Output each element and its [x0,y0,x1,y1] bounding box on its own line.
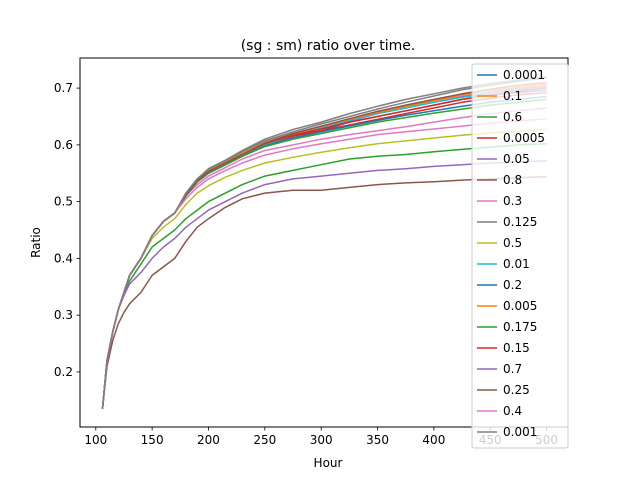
legend-label-13: 0.15 [503,341,530,355]
x-tick-label-4: 300 [310,433,333,447]
legend-label-17: 0.001 [503,425,537,439]
y-tick-label-3: 0.5 [54,195,73,209]
chart-title: (sg : sm) ratio over time. [241,38,416,54]
x-tick-label-6: 400 [422,433,445,447]
legend-label-12: 0.175 [503,320,537,334]
series-layer [101,75,547,409]
legend-label-9: 0.01 [503,257,530,271]
y-axis-label: Ratio [29,227,43,258]
x-tick-label-3: 250 [253,433,276,447]
x-tick-label-2: 200 [197,433,220,447]
legend-label-11: 0.005 [503,299,537,313]
legend-label-3: 0.0005 [503,131,545,145]
x-tick-label-1: 150 [141,433,164,447]
x-tick-label-5: 350 [366,433,389,447]
legend-label-4: 0.05 [503,152,530,166]
legend-label-14: 0.7 [503,362,522,376]
legend-label-8: 0.5 [503,236,522,250]
x-axis-label: Hour [314,456,343,470]
legend: 0.0001 0.1 0.6 0.0005 0.05 0.8 0.3 0.125 0.5 0.01… [471,63,569,449]
legend-label-15: 0.25 [503,383,530,397]
y-tick-label-1: 0.3 [54,308,73,322]
series-line-5 [101,175,547,409]
legend-label-5: 0.8 [503,173,522,187]
legend-label-1: 0.1 [503,89,522,103]
y-tick-label-4: 0.6 [54,138,73,152]
series-line-14 [101,160,547,409]
y-tick-label-5: 0.7 [54,81,73,95]
legend-label-2: 0.6 [503,110,522,124]
y-tick-label-2: 0.4 [54,251,73,265]
legend-label-6: 0.3 [503,194,522,208]
legend-label-10: 0.2 [503,278,522,292]
x-tick-label-0: 100 [84,433,107,447]
legend-label-0: 0.0001 [503,68,545,82]
legend-box [471,63,569,449]
y-axis: 0.2 0.3 0.4 0.5 0.6 0.7 [54,81,80,379]
legend-label-7: 0.125 [503,215,537,229]
y-tick-label-0: 0.2 [54,365,73,379]
series-line-17 [101,75,547,409]
legend-label-16: 0.4 [503,404,522,418]
